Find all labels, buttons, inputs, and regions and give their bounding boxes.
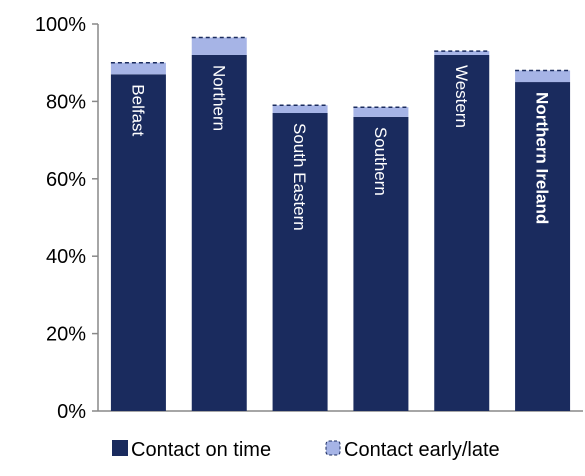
bar-contact-early-late — [191, 37, 247, 55]
y-tick-label: 0% — [57, 401, 86, 423]
y-tick-label: 100% — [35, 14, 86, 36]
y-tick-label: 80% — [46, 91, 86, 113]
chart-bars — [110, 36, 571, 412]
bar-contact-on-time — [515, 82, 571, 412]
bar-contact-early-late — [515, 70, 571, 83]
y-tick-label: 40% — [46, 246, 86, 268]
chart-legend: Contact on time Contact early/late — [112, 439, 500, 461]
bar-contact-early-late — [353, 107, 409, 117]
category-labels: Belfast Northern South Eastern Southern West… — [128, 65, 551, 231]
y-tick-label: 20% — [46, 324, 86, 346]
category-label: Western — [452, 65, 471, 128]
legend-swatch-contact-on-time — [112, 440, 128, 456]
y-tick-label: 60% — [46, 169, 86, 191]
legend-swatch-contact-early-late — [325, 440, 341, 456]
bar-contact-on-time — [110, 74, 166, 411]
legend-label-contact-on-time: Contact on time — [131, 439, 271, 461]
legend-label-contact-early-late: Contact early/late — [344, 439, 500, 461]
bar-contact-early-late — [110, 62, 166, 75]
bar-contact-on-time — [434, 54, 490, 412]
bar-contact-early-late — [434, 51, 490, 55]
category-label: South Eastern — [290, 123, 309, 231]
category-label: Southern — [371, 127, 390, 196]
category-label: Northern — [209, 65, 228, 131]
bar-contact-early-late — [272, 105, 328, 114]
category-label: Northern Ireland — [533, 92, 552, 224]
bar-contact-on-time — [191, 54, 247, 412]
bar-contact-on-time — [272, 113, 328, 411]
category-label: Belfast — [128, 84, 147, 136]
chart-axes: 0% 20% 40% 60% 80% 100% — [35, 14, 583, 423]
bar-contact-on-time — [353, 116, 409, 411]
